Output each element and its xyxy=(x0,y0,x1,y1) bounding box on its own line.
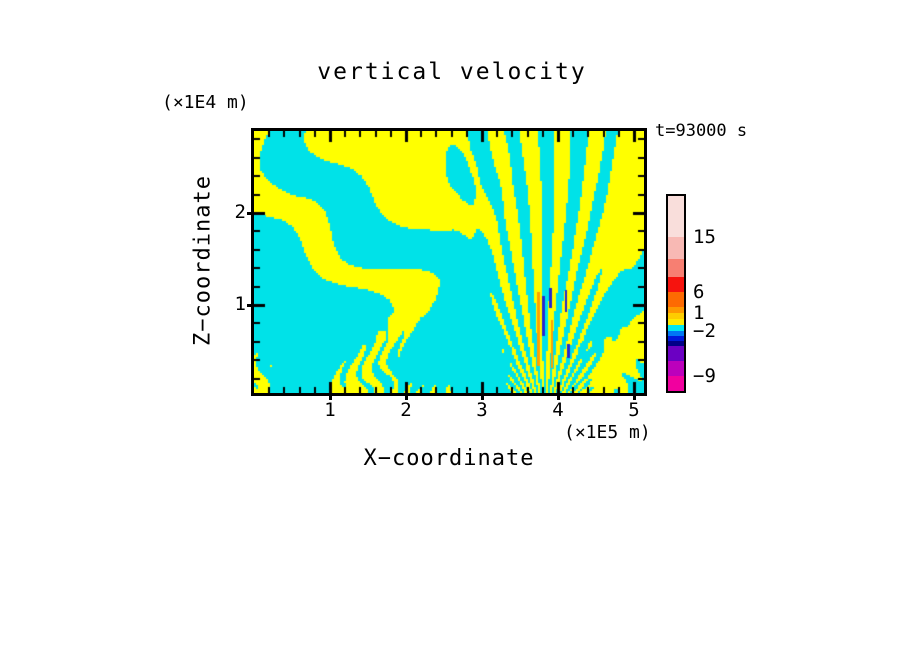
colorbar-segment xyxy=(668,319,684,325)
x-tick-label: 3 xyxy=(476,399,488,421)
colorbar-segment xyxy=(668,307,684,313)
x-axis-unit-label: (×1E5 m) xyxy=(564,422,651,443)
colorbar-segment xyxy=(668,237,684,259)
y-tick-label: 1 xyxy=(234,293,246,315)
x-major-tick-stub xyxy=(557,396,560,400)
colorbar-segment xyxy=(668,277,684,292)
colorbar-tick-label: −2 xyxy=(693,320,716,342)
colorbar-segment xyxy=(668,196,684,237)
x-tick-label: 1 xyxy=(324,399,336,421)
colorbar-segment xyxy=(668,292,684,307)
time-annotation: t=93000 s xyxy=(655,121,748,141)
y-major-tick-stub xyxy=(247,212,251,215)
field-canvas xyxy=(254,131,644,393)
colorbar-segment xyxy=(668,325,684,331)
colorbar-segment xyxy=(668,346,684,361)
plot-frame xyxy=(251,128,647,396)
colorbar-segment xyxy=(668,376,684,391)
x-tick-label: 2 xyxy=(400,399,412,421)
colorbar-tick-label: 15 xyxy=(693,226,716,248)
x-axis-title: X−coordinate xyxy=(363,446,535,471)
colorbar-segment xyxy=(668,313,684,319)
colorbar-segment xyxy=(668,331,684,336)
colorbar-segment xyxy=(668,336,684,341)
chart-title: vertical velocity xyxy=(317,59,587,85)
y-tick-label: 2 xyxy=(234,201,246,223)
colorbar-tick-label: 6 xyxy=(693,281,705,303)
y-major-tick-stub xyxy=(247,304,251,307)
colorbar-tick-label: −9 xyxy=(693,365,716,387)
x-tick-label: 4 xyxy=(552,399,564,421)
x-major-tick-stub xyxy=(633,396,636,400)
colorbar-segment xyxy=(668,341,684,346)
colorbar-labels: 15 6 1 −2 −9 xyxy=(693,196,753,391)
colorbar-frame xyxy=(666,194,686,393)
x-major-tick-stub xyxy=(405,396,408,400)
colorbar-segments xyxy=(668,196,684,391)
colorbar-segment xyxy=(668,259,684,277)
x-major-tick-stub xyxy=(329,396,332,400)
y-axis-unit-label: (×1E4 m) xyxy=(162,92,249,113)
x-tick-label: 5 xyxy=(628,399,640,421)
colorbar-segment xyxy=(668,361,684,376)
colorbar-tick-label: 1 xyxy=(693,302,705,324)
y-axis-title: Z−coordinate xyxy=(190,175,216,346)
x-major-tick-stub xyxy=(481,396,484,400)
